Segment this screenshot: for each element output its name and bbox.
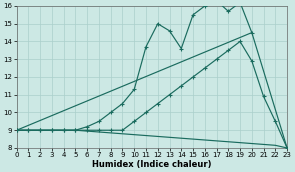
X-axis label: Humidex (Indice chaleur): Humidex (Indice chaleur)	[92, 159, 212, 169]
